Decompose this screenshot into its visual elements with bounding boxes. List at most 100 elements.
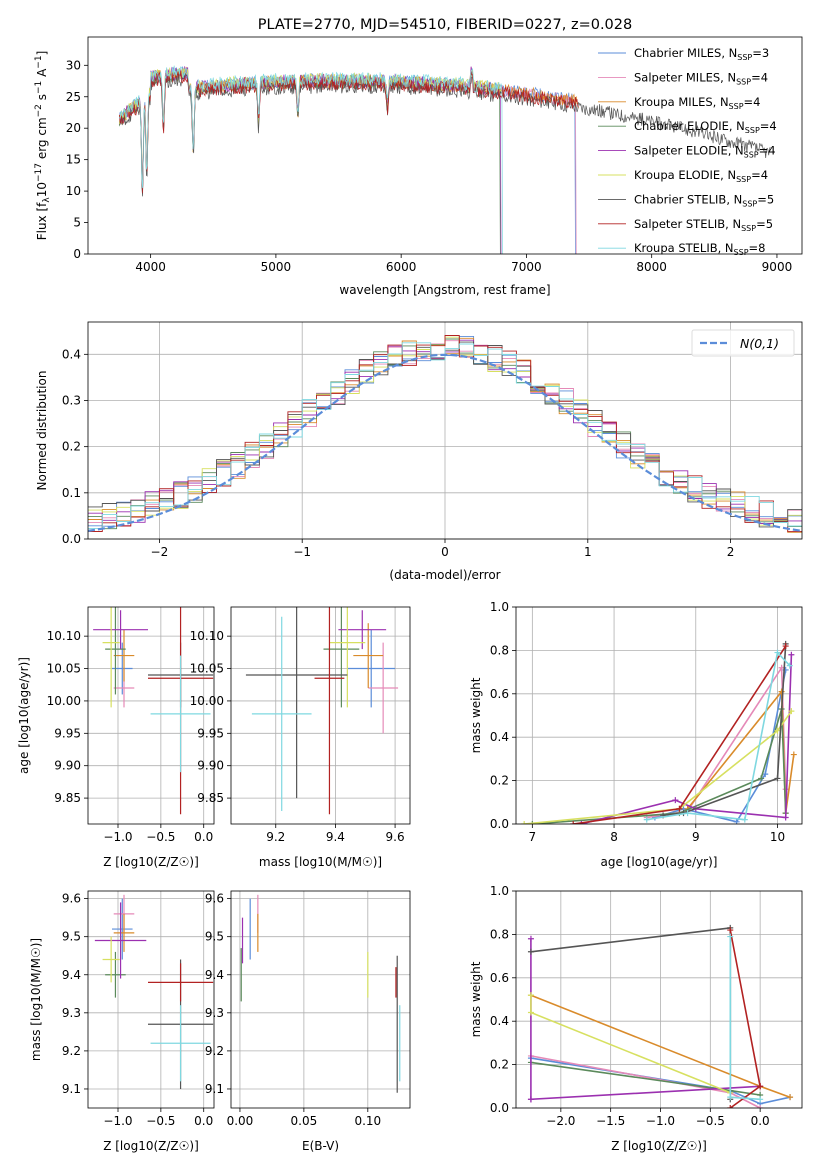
weight-marker <box>676 805 683 812</box>
x-tick-label: 1 <box>584 545 592 559</box>
y-tick-label: 0.1 <box>62 486 81 500</box>
y-axis-label: mass weight <box>469 961 483 1037</box>
weight-marker <box>527 948 534 955</box>
spectrum-line <box>118 67 502 190</box>
data-point <box>94 902 147 979</box>
x-axis-label: mass [log10(M/M☉)] <box>259 855 382 869</box>
x-axis-label: Z [log10(Z/Z☉)] <box>103 1139 199 1153</box>
weight-marker <box>527 1096 534 1103</box>
y-tick-label: 15 <box>66 153 81 167</box>
y-tick-label: 10 <box>66 184 81 198</box>
x-tick-label: 9 <box>692 830 700 844</box>
x-tick-label: −0.5 <box>146 830 175 844</box>
y-tick-label: 10.00 <box>47 694 81 708</box>
data-point <box>105 607 126 695</box>
weight-marker <box>570 821 577 824</box>
y-tick-label: 0.4 <box>490 730 509 744</box>
x-tick-label: 2 <box>727 545 735 559</box>
x-tick-label: 5000 <box>261 260 292 274</box>
weight-marker <box>672 797 679 804</box>
x-tick-label: 0.10 <box>354 1114 381 1128</box>
plot-area <box>245 607 399 815</box>
x-tick-label: −1.0 <box>646 1114 675 1128</box>
weight-marker <box>578 821 585 824</box>
panel-weight_vs_Z: −2.0 −1.5 −1.0 −0.5 0.0 0.0 0.2 0.4 0.6 0.8 1.0 Z [… <box>469 884 803 1153</box>
data-point <box>338 610 387 650</box>
y-tick-label: 9.3 <box>62 1006 81 1020</box>
y-tick-label: 9.5 <box>205 930 224 944</box>
axes-frame <box>87 606 215 825</box>
y-tick-label: 10.05 <box>190 662 224 676</box>
panel-residuals: −2 −1 0 1 2 0.0 0.1 0.2 0.3 0.4 (data-model)/error… <box>35 321 803 582</box>
x-tick-label: 9.6 <box>386 830 405 844</box>
y-tick-label: 9.4 <box>205 968 224 982</box>
x-axis-label: age [log10(age/yr)] <box>601 855 718 869</box>
legend-label: Chabrier MILES, NSSP=3 <box>634 46 769 62</box>
x-tick-label: 0.00 <box>227 1114 254 1128</box>
panel-age_vs_Z: −1.0 −0.5 0.0 9.85 9.90 9.95 10.00 10.05 10.10 Z … <box>17 606 215 869</box>
x-tick-label: 9.2 <box>266 830 285 844</box>
x-tick-label: 8 <box>610 830 618 844</box>
y-axis-label: Normed distribution <box>35 371 49 491</box>
weight-marker <box>774 775 781 782</box>
x-tick-label: −1.0 <box>103 830 132 844</box>
legend: Chabrier MILES, NSSP=3 Salpeter MILES, NS… <box>598 46 777 257</box>
x-tick-label: 0.0 <box>751 1114 770 1128</box>
spectrum-line <box>118 68 501 254</box>
weight-marker <box>643 816 650 823</box>
legend-label: Salpeter ELODIE, NSSP=4 <box>634 144 776 160</box>
y-tick-label: 9.2 <box>205 1044 224 1058</box>
y-tick-label: 9.1 <box>205 1082 224 1096</box>
y-tick-label: 0.4 <box>62 347 81 361</box>
histogram-step <box>88 335 802 533</box>
y-tick-label: 0.0 <box>490 1101 509 1115</box>
y-tick-label: 10.10 <box>190 629 224 643</box>
weight-marker <box>774 727 781 734</box>
x-tick-label: −2 <box>151 545 169 559</box>
plot-area <box>94 894 214 1089</box>
panel-mass_vs_ebv: 0.00 0.05 0.10 9.1 9.2 9.3 9.4 9.5 9.6 E(B-V) <box>205 890 411 1153</box>
x-axis-label: E(B-V) <box>302 1139 339 1153</box>
y-tick-label: 0.8 <box>490 643 509 657</box>
x-tick-label: 0.0 <box>194 830 213 844</box>
axes-frame <box>230 606 411 825</box>
weight-marker <box>527 935 534 942</box>
weight-marker <box>782 814 789 821</box>
x-tick-label: 0 <box>441 545 449 559</box>
legend-label: Chabrier ELODIE, NSSP=4 <box>634 119 777 135</box>
x-tick-label: 8000 <box>636 260 667 274</box>
x-tick-label: 9.4 <box>326 830 345 844</box>
weight-line <box>729 929 761 1108</box>
y-tick-label: 0.6 <box>490 687 509 701</box>
axes-frame <box>87 36 803 255</box>
weight-line <box>729 936 761 1101</box>
weight-marker <box>727 927 734 934</box>
y-tick-label: 9.85 <box>197 791 224 805</box>
x-tick-label: 7000 <box>511 260 542 274</box>
legend: N(0,1) <box>691 329 795 357</box>
plot-area <box>527 924 794 1108</box>
y-tick-label: 0.4 <box>490 1014 509 1028</box>
weight-marker <box>727 933 734 940</box>
plot-area <box>240 894 401 1093</box>
x-tick-label: 9000 <box>762 260 793 274</box>
chart-title: PLATE=2770, MJD=54510, FIBERID=0227, z=0… <box>258 17 632 33</box>
data-point <box>353 623 384 688</box>
y-tick-label: 9.2 <box>62 1044 81 1058</box>
data-point <box>113 629 135 682</box>
weight-marker <box>521 821 528 824</box>
y-tick-label: 0.6 <box>490 971 509 985</box>
weight-marker <box>774 649 781 656</box>
weight-marker <box>788 708 795 715</box>
y-tick-label: 9.5 <box>62 930 81 944</box>
legend-label: Salpeter MILES, NSSP=4 <box>634 70 768 86</box>
weight-line <box>530 938 761 1101</box>
weight-marker <box>790 751 797 758</box>
legend-box <box>691 329 795 357</box>
y-tick-label: 0.0 <box>490 817 509 831</box>
y-axis-label: mass weight <box>469 677 483 753</box>
panel-weight_vs_age: 7 8 9 10 0.0 0.2 0.4 0.6 0.8 1.0 age [log10(age/yr… <box>469 600 803 869</box>
y-tick-label: 10.10 <box>47 629 81 643</box>
x-axis-label: Z [log10(Z/Z☉)] <box>103 855 199 869</box>
x-tick-label: 0.05 <box>291 1114 318 1128</box>
